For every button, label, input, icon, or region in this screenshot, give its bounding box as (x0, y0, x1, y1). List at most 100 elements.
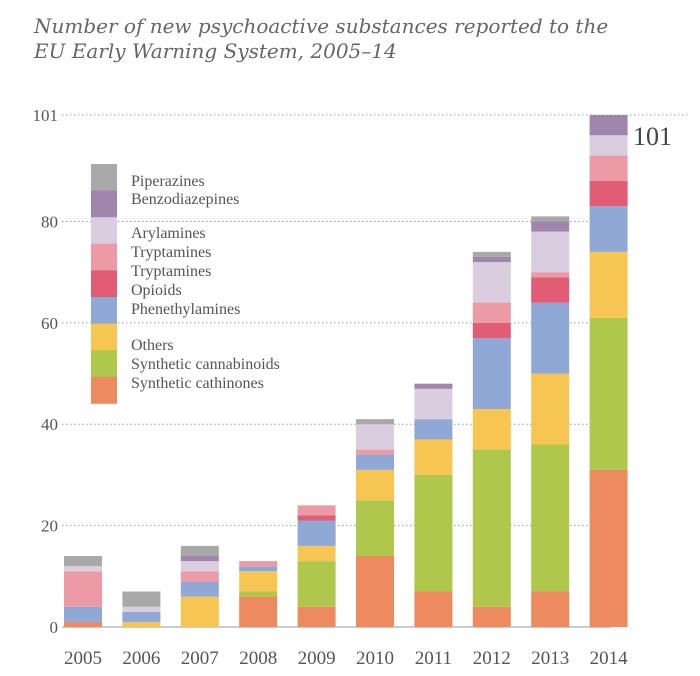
legend-label: Opioids (131, 282, 182, 299)
bar-segment (356, 424, 394, 450)
bar-segment (239, 596, 278, 627)
bar-stack-2010 (356, 419, 394, 627)
bar-stack-2007 (180, 545, 219, 627)
bar-stack-2005 (64, 556, 102, 627)
legend-label: Synthetic cannabinoids (131, 356, 280, 373)
x-tick-label: 2008 (239, 648, 277, 669)
bar-segment (472, 251, 511, 257)
x-tick-label: 2010 (356, 648, 394, 669)
bar-stack-2014 (589, 115, 628, 627)
bar-segment (297, 545, 336, 562)
legend-label: Arylamines (131, 225, 206, 242)
bar-segment (472, 262, 511, 303)
bar-segment (122, 621, 161, 627)
bar-stack-2006 (122, 591, 161, 627)
bar-segment (64, 566, 102, 572)
chart-title: Number of new psychoactive substances re… (34, 14, 609, 38)
legend-swatch (91, 297, 117, 324)
bar-stack-2012 (472, 251, 511, 627)
bar-segment (414, 439, 453, 475)
bar-segment (589, 206, 628, 252)
bar-segment (472, 256, 511, 263)
legend-swatch (91, 243, 117, 271)
bar-segment (64, 556, 102, 567)
bar-segment (64, 606, 102, 622)
legend-label: Phenethylamines (131, 301, 240, 318)
bar-segment (180, 545, 219, 557)
bar-segment (531, 591, 570, 627)
bar-segment (472, 449, 511, 607)
x-tick-label: 2011 (415, 648, 452, 669)
bar-segment (64, 571, 102, 607)
x-tick-label: 2009 (298, 648, 336, 669)
legend-swatch (91, 270, 117, 298)
legend-swatch (91, 350, 117, 378)
bar-segment (180, 561, 219, 572)
bar-stack-2008 (239, 561, 278, 627)
x-tick-label: 2006 (122, 648, 160, 669)
x-axis: 2005 2006 2007 2008 2009 2010 2011 2012 2013 2014 (64, 648, 628, 669)
bar-segment (531, 444, 570, 592)
bar-segment (180, 581, 219, 597)
y-tick-label: 60 (41, 314, 58, 333)
legend-label: Piperazines (131, 173, 205, 190)
total-annotation: 101 (633, 122, 672, 151)
bar-stack-2013 (531, 216, 570, 627)
bar-segment (64, 621, 102, 627)
legend-swatch (91, 217, 117, 245)
bar-segment (297, 505, 336, 516)
x-tick-label: 2007 (181, 648, 219, 669)
bar-segment (589, 317, 628, 470)
bar-segment (589, 469, 628, 627)
bar-segment (356, 500, 394, 557)
bar-segment (472, 302, 511, 323)
bar-segment (531, 216, 570, 222)
bar-segment (531, 302, 570, 374)
bar-segment (414, 388, 453, 420)
bar-segment (589, 155, 628, 181)
legend-label: Synthetic cathinones (131, 375, 264, 392)
bar-segment (589, 251, 628, 318)
legend-swatch (91, 164, 117, 191)
bar-segment (531, 221, 570, 232)
y-tick-label: 40 (41, 415, 58, 434)
x-tick-label: 2005 (64, 648, 102, 669)
bar-segment (414, 383, 453, 389)
x-tick-label: 2012 (473, 648, 511, 669)
x-tick-label: 2013 (531, 648, 569, 669)
bar-segment (122, 591, 161, 607)
bar-segment (472, 338, 511, 410)
bar-segment (356, 556, 394, 627)
bar-segment (239, 566, 278, 572)
legend-swatch (91, 323, 117, 351)
bar-segment (356, 449, 394, 455)
bar-segment (589, 115, 628, 136)
bar-segment (297, 520, 336, 546)
bar-segment (414, 419, 453, 440)
legend-swatch (91, 190, 117, 218)
bar-segment (589, 180, 628, 207)
bar-segment (122, 611, 161, 622)
bar-segment (122, 606, 161, 612)
y-axis: 0 20 40 60 80 101 (33, 106, 59, 637)
legend-swatch (91, 376, 117, 404)
y-tick-label: 101 (33, 106, 59, 125)
bar-segment (472, 409, 511, 450)
bars (64, 115, 628, 627)
bar-segment (531, 277, 570, 303)
legend-label: Tryptamines (131, 244, 211, 261)
bar-segment (472, 606, 511, 627)
bar-segment (414, 474, 453, 592)
bar-segment (356, 419, 394, 425)
bar-segment (180, 571, 219, 582)
bar-segment (297, 515, 336, 521)
legend-label: Benzodiazepines (131, 191, 239, 208)
bar-segment (589, 135, 628, 156)
legend-label: Others (131, 337, 174, 354)
annotations: 101 (633, 122, 672, 151)
bar-segment (472, 322, 511, 339)
bar-segment (414, 591, 453, 627)
bar-segment (239, 561, 278, 567)
bar-segment (180, 596, 219, 627)
